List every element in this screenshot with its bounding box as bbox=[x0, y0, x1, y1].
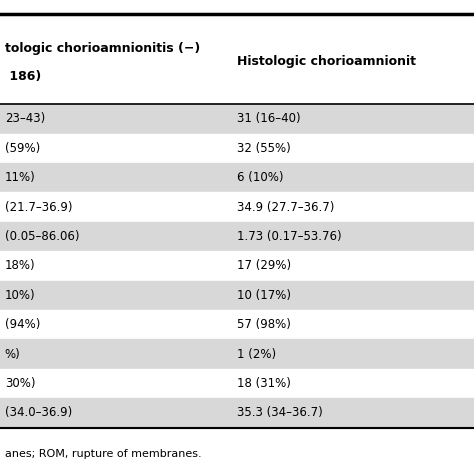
Bar bbox=[0, 104, 474, 134]
Bar bbox=[0, 339, 474, 369]
Bar bbox=[0, 281, 474, 310]
Text: 35.3 (34–36.7): 35.3 (34–36.7) bbox=[237, 406, 323, 419]
Bar bbox=[0, 222, 474, 251]
Bar bbox=[0, 251, 474, 281]
Text: (94%): (94%) bbox=[5, 318, 40, 331]
Text: (0.05–86.06): (0.05–86.06) bbox=[5, 230, 79, 243]
Text: (59%): (59%) bbox=[5, 142, 40, 155]
Text: Histologic chorioamnionit: Histologic chorioamnionit bbox=[237, 55, 416, 68]
Bar bbox=[0, 310, 474, 339]
Bar bbox=[0, 163, 474, 192]
Bar bbox=[0, 134, 474, 163]
Text: 57 (98%): 57 (98%) bbox=[237, 318, 291, 331]
Text: %): %) bbox=[5, 347, 20, 361]
Text: 31 (16–40): 31 (16–40) bbox=[237, 112, 301, 126]
Text: 1 (2%): 1 (2%) bbox=[237, 347, 276, 361]
Text: (34.0–36.9): (34.0–36.9) bbox=[5, 406, 72, 419]
Text: 10 (17%): 10 (17%) bbox=[237, 289, 291, 302]
Text: anes; ROM, rupture of membranes.: anes; ROM, rupture of membranes. bbox=[5, 448, 201, 459]
Text: tologic chorioamnionitis (−): tologic chorioamnionitis (−) bbox=[5, 42, 200, 55]
Text: 17 (29%): 17 (29%) bbox=[237, 259, 291, 273]
Text: (21.7–36.9): (21.7–36.9) bbox=[5, 201, 72, 214]
Text: 30%): 30%) bbox=[5, 377, 35, 390]
Text: 1.73 (0.17–53.76): 1.73 (0.17–53.76) bbox=[237, 230, 342, 243]
Text: 18 (31%): 18 (31%) bbox=[237, 377, 291, 390]
Text: 11%): 11%) bbox=[5, 171, 36, 184]
Text: 6 (10%): 6 (10%) bbox=[237, 171, 283, 184]
Text: 23–43): 23–43) bbox=[5, 112, 45, 126]
Text: 10%): 10%) bbox=[5, 289, 36, 302]
Text: 18%): 18%) bbox=[5, 259, 36, 273]
Text: 32 (55%): 32 (55%) bbox=[237, 142, 291, 155]
Bar bbox=[0, 192, 474, 222]
Bar bbox=[0, 369, 474, 398]
Bar bbox=[0, 398, 474, 428]
Text: 186): 186) bbox=[5, 70, 41, 83]
Text: 34.9 (27.7–36.7): 34.9 (27.7–36.7) bbox=[237, 201, 334, 214]
